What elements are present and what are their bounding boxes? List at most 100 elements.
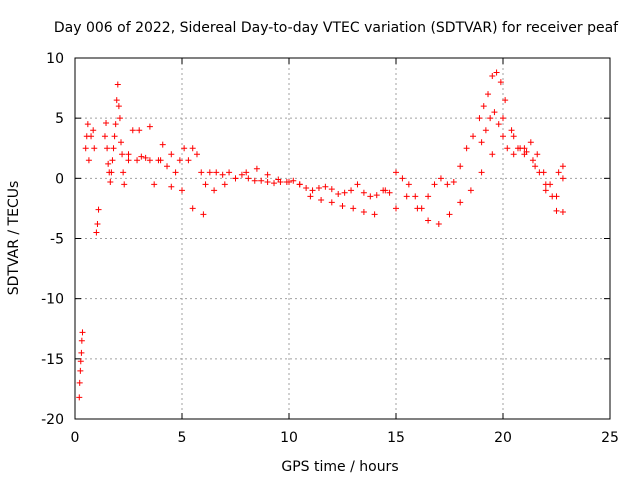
data-point xyxy=(435,221,442,228)
data-point xyxy=(88,133,95,140)
data-point xyxy=(221,181,228,188)
data-point xyxy=(555,169,562,176)
data-point xyxy=(482,127,489,134)
y-tick-label: -15 xyxy=(41,352,64,368)
data-point xyxy=(78,349,85,356)
data-point xyxy=(125,157,132,164)
data-point xyxy=(328,199,335,206)
data-point xyxy=(159,141,166,148)
data-point xyxy=(164,163,171,170)
data-point xyxy=(542,187,549,194)
data-point xyxy=(111,133,118,140)
data-point xyxy=(493,69,500,76)
data-point xyxy=(457,199,464,206)
y-tick-label: -5 xyxy=(50,232,64,248)
data-point xyxy=(478,139,485,146)
data-point xyxy=(457,163,464,170)
data-point xyxy=(213,169,220,176)
y-tick-label: -20 xyxy=(41,412,64,428)
data-point xyxy=(290,177,297,184)
data-point xyxy=(360,209,367,216)
data-point xyxy=(118,139,125,146)
data-point xyxy=(101,133,108,140)
data-point xyxy=(529,157,536,164)
data-point xyxy=(296,181,303,188)
data-point xyxy=(517,145,524,152)
data-point xyxy=(136,127,143,134)
data-point xyxy=(532,163,539,170)
data-point xyxy=(393,169,399,176)
data-point xyxy=(478,169,485,176)
data-point xyxy=(495,121,502,128)
data-point xyxy=(487,115,494,122)
chart-title: Day 006 of 2022, Sidereal Day-to-day VTE… xyxy=(54,20,619,36)
data-point xyxy=(412,193,419,200)
data-point xyxy=(95,206,102,213)
x-tick-label: 25 xyxy=(601,430,619,446)
data-point xyxy=(527,139,534,146)
grid xyxy=(74,57,611,420)
data-point xyxy=(470,133,477,140)
data-point xyxy=(94,221,101,228)
data-point xyxy=(431,181,438,188)
data-point xyxy=(77,367,84,374)
x-tick-label: 0 xyxy=(71,430,80,446)
data-point xyxy=(258,177,265,184)
data-point xyxy=(339,203,346,210)
data-point xyxy=(200,211,207,218)
data-point xyxy=(211,187,218,194)
data-point xyxy=(79,329,86,336)
data-point xyxy=(90,127,97,134)
data-point xyxy=(489,151,496,158)
data-point xyxy=(146,123,153,130)
data-point xyxy=(335,190,342,197)
data-point xyxy=(226,169,233,176)
data-point xyxy=(119,151,126,158)
data-point xyxy=(113,97,120,104)
data-point xyxy=(536,169,543,176)
data-point xyxy=(125,151,132,158)
data-point xyxy=(202,181,209,188)
data-point xyxy=(502,97,509,104)
data-point xyxy=(134,157,141,164)
data-point xyxy=(360,189,367,196)
y-tick-label: 10 xyxy=(46,51,64,67)
data-point xyxy=(403,193,410,200)
data-point xyxy=(446,211,453,218)
data-point xyxy=(559,209,566,216)
data-point xyxy=(489,73,496,80)
data-point xyxy=(104,145,111,152)
data-point xyxy=(76,394,83,401)
x-tick-label: 15 xyxy=(387,430,405,446)
data-point xyxy=(107,178,114,185)
x-tick-label: 10 xyxy=(280,430,298,446)
data-point xyxy=(500,133,506,140)
data-point xyxy=(348,187,355,194)
data-point xyxy=(93,229,100,236)
data-point xyxy=(176,157,183,164)
data-point xyxy=(238,171,245,178)
data-point xyxy=(120,169,127,176)
data-point xyxy=(393,205,399,212)
data-point xyxy=(510,133,517,140)
data-point xyxy=(373,192,380,199)
y-tick-label: 0 xyxy=(55,171,64,187)
data-point xyxy=(271,180,278,187)
data-point xyxy=(328,186,335,193)
data-point xyxy=(549,193,556,200)
data-point xyxy=(193,151,200,158)
data-point xyxy=(405,181,412,188)
data-point xyxy=(354,181,361,188)
data-point xyxy=(523,148,530,155)
data-point xyxy=(114,81,121,88)
y-axis-label: SDTVAR / TECUs xyxy=(6,181,22,296)
data-point xyxy=(414,205,421,212)
plot-frame xyxy=(74,57,611,420)
y-tick-label: -10 xyxy=(41,292,64,308)
data-point xyxy=(179,187,185,194)
data-point xyxy=(82,145,89,152)
data-point xyxy=(243,169,250,176)
data-point xyxy=(84,121,91,128)
data-point xyxy=(559,163,566,170)
data-point xyxy=(157,157,164,164)
